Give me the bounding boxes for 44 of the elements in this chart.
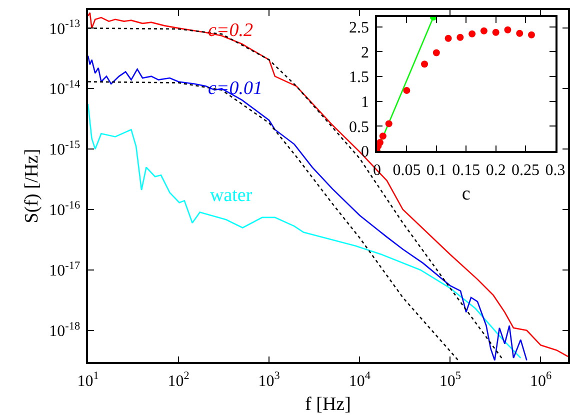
point (376, 139, 384, 146)
annotation: water (210, 185, 253, 206)
x-tick-label: 10$^{6}$ (530, 370, 552, 390)
x-tick-label: 10$^{4}$ (348, 370, 371, 390)
point (504, 26, 512, 34)
x-tick-label: 0.05 (392, 162, 421, 179)
x-tick-label: 0.1 (426, 162, 446, 179)
x-tick-label: 0.25 (512, 162, 540, 179)
point (528, 31, 535, 38)
point (379, 132, 386, 140)
point (421, 60, 428, 68)
point (432, 49, 440, 56)
point (403, 86, 410, 94)
x-axis-title: c (462, 183, 470, 204)
point (444, 34, 452, 42)
y-tick-label: 10$^{-14}$ (49, 78, 80, 98)
point (468, 30, 476, 38)
x-tick-label: 10$^{1}$ (77, 370, 99, 390)
y-tick-label: 10$^{-18}$ (49, 320, 80, 340)
y-tick-label: 1 (361, 94, 370, 111)
y-axis-title: S(f) [/Hz] (21, 148, 42, 224)
point (480, 27, 488, 34)
y-tick-label: 1.5 (349, 69, 370, 86)
y-tick-label: 10$^{-15}$ (49, 138, 80, 159)
x-tick-label: 0.15 (452, 162, 480, 179)
y-tick-label: 10$^{-17}$ (49, 260, 80, 280)
x-tick-label: 0.3 (545, 162, 566, 179)
annotation: c=0.2 (208, 20, 254, 41)
y-tick-label: 0.5 (349, 118, 370, 136)
y-tick-label: 10$^{-16}$ (49, 199, 80, 220)
x-tick-label: 10$^{3}$ (258, 370, 280, 390)
y-tick-label: 10$^{-13}$ (49, 18, 80, 38)
x-axis-title: f [Hz] (305, 394, 351, 415)
x-tick-label: 10$^{2}$ (168, 370, 190, 390)
point (385, 120, 392, 128)
annotation: c=0.01 (208, 78, 263, 99)
point (456, 34, 464, 41)
x-tick-label: 10$^{5}$ (439, 370, 462, 390)
point (516, 30, 524, 37)
point (492, 28, 500, 36)
y-tick-label: 2.5 (349, 20, 370, 37)
x-tick-label: 0.2 (486, 162, 506, 179)
y-tick-label: 0 (361, 144, 370, 161)
y-tick-label: 2 (361, 44, 370, 62)
